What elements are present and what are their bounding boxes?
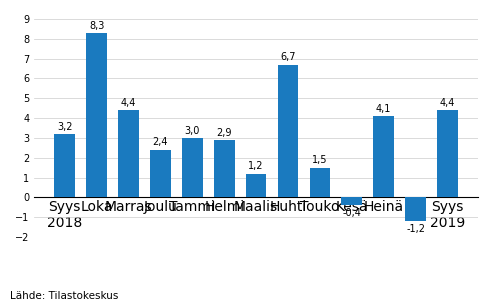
Bar [150,150,171,198]
Bar [437,110,458,198]
Bar [246,174,267,198]
Text: 6,7: 6,7 [280,52,296,62]
Bar [373,116,394,198]
Text: 1,2: 1,2 [248,161,264,171]
Text: 4,4: 4,4 [440,98,455,108]
Text: 3,0: 3,0 [185,126,200,136]
Bar [405,198,426,221]
Text: -1,2: -1,2 [406,224,425,234]
Text: 2,4: 2,4 [153,137,168,147]
Text: -0,4: -0,4 [342,208,361,218]
Text: Lähde: Tilastokeskus: Lähde: Tilastokeskus [10,291,118,301]
Text: 2,9: 2,9 [216,128,232,138]
Bar [310,168,330,198]
Text: 1,5: 1,5 [312,155,328,165]
Bar [118,110,139,198]
Text: 8,3: 8,3 [89,20,105,30]
Bar [278,65,298,198]
Bar [214,140,235,198]
Text: 4,1: 4,1 [376,104,391,114]
Text: 4,4: 4,4 [121,98,136,108]
Bar [342,198,362,206]
Bar [182,138,203,198]
Bar [54,134,75,198]
Bar [86,33,107,198]
Text: 3,2: 3,2 [57,122,72,132]
